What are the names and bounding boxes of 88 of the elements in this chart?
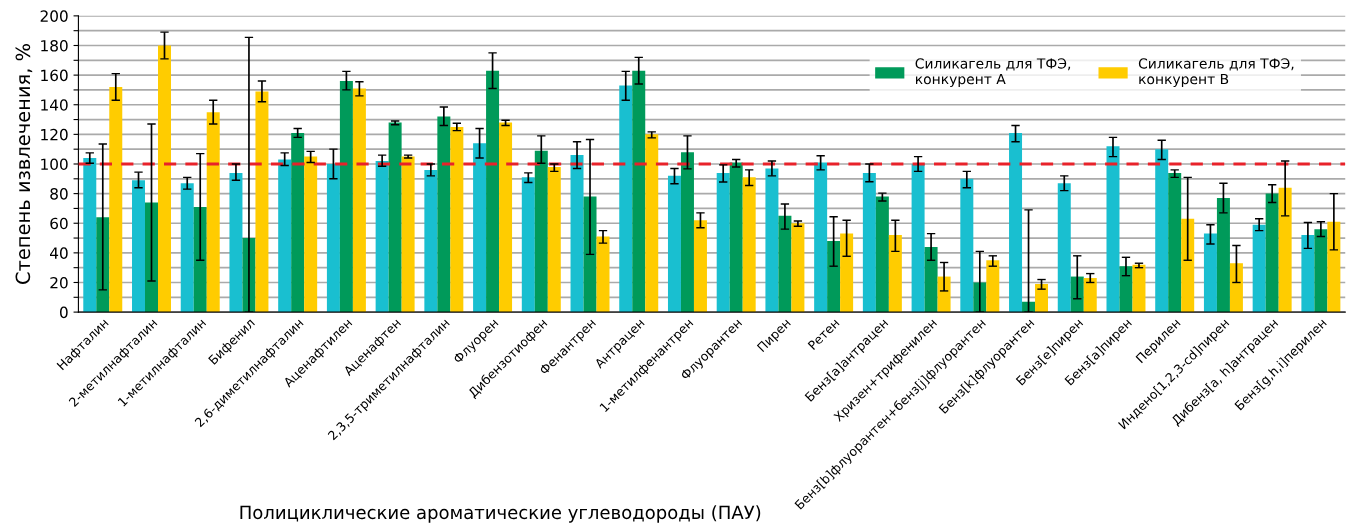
bar: [911, 163, 925, 313]
bar: [132, 180, 146, 313]
bar: [83, 158, 97, 313]
bar: [924, 246, 938, 313]
bar: [619, 85, 633, 313]
bar: [986, 260, 1000, 313]
bar: [352, 88, 366, 313]
bar: [742, 177, 756, 313]
bar: [570, 155, 584, 313]
bar: [1216, 198, 1230, 313]
bar: [437, 116, 451, 313]
bar: [326, 163, 340, 313]
bar: [814, 162, 828, 313]
y-tick-label: 160: [41, 69, 68, 82]
bar: [596, 236, 610, 313]
y-tick-label: 140: [41, 99, 68, 111]
bar: [1327, 221, 1341, 313]
bar: [375, 161, 389, 313]
bar: [1057, 183, 1071, 313]
bar: [1301, 235, 1315, 313]
bar: [875, 196, 889, 313]
y-tick-label: 0: [59, 306, 68, 319]
bar: [1252, 224, 1266, 313]
bar: [401, 156, 415, 313]
bar: [278, 159, 292, 313]
y-tick-label: 20: [50, 276, 68, 289]
bar: [1132, 264, 1146, 313]
bar: [145, 202, 158, 313]
bar: [1168, 172, 1182, 313]
bar: [1035, 283, 1049, 313]
bar: [109, 86, 123, 313]
bar: [1181, 218, 1195, 313]
bar: [716, 172, 730, 313]
bar: [888, 235, 902, 313]
bar: [193, 206, 207, 313]
bar: [486, 70, 500, 313]
bar: [1265, 193, 1279, 313]
bar: [960, 178, 974, 313]
y-tick-label: 40: [50, 247, 68, 259]
bar: [229, 172, 243, 313]
y-tick-label: 60: [50, 217, 68, 230]
legend-label: Силикагель для ТФЭ, конкурент A: [915, 58, 1071, 87]
bar: [450, 126, 464, 313]
bar: [667, 175, 681, 313]
bar: [424, 169, 438, 313]
bar: [645, 134, 659, 313]
bar: [180, 183, 194, 313]
bar: [1229, 263, 1243, 313]
y-tick-label: 120: [41, 128, 68, 141]
bar: [1009, 132, 1023, 313]
bar: [827, 241, 841, 313]
bar: [499, 122, 513, 313]
bar: [304, 156, 318, 313]
y-tick-label: 200: [40, 10, 68, 22]
bar: [778, 215, 792, 313]
bar: [791, 223, 805, 313]
bar: [583, 196, 597, 313]
bar: [1278, 187, 1292, 313]
x-axis-title: Полициклические ароматические углеводороды (ПАУ): [240, 505, 761, 523]
bar: [547, 166, 561, 313]
bar: [1314, 229, 1328, 313]
bar: [534, 150, 548, 313]
bar: [862, 172, 876, 313]
bar: [255, 91, 269, 313]
bar: [158, 45, 171, 313]
y-tick-label: 180: [41, 39, 68, 52]
bar: [937, 276, 951, 313]
y-tick-label: 80: [50, 188, 68, 200]
bar: [1119, 266, 1133, 313]
bar: [840, 233, 854, 313]
bar: [206, 112, 220, 313]
bar: [1203, 233, 1217, 313]
bar: [1155, 149, 1169, 313]
bar: [339, 81, 353, 313]
legend-label: Силикагель для ТФЭ, конкурент B: [1138, 58, 1294, 87]
bar: [291, 132, 305, 313]
bar: [729, 162, 743, 313]
bar: [1083, 278, 1097, 313]
bar: [693, 220, 707, 313]
bar: [680, 152, 694, 313]
bar: [1106, 146, 1120, 313]
bar: [632, 70, 646, 313]
bar: [388, 122, 402, 313]
bar: [521, 177, 535, 313]
bar: [765, 168, 779, 313]
y-tick-label: 100: [41, 158, 68, 171]
y-axis-title: Степень извлечения, %: [15, 44, 33, 284]
bar: [473, 143, 487, 313]
